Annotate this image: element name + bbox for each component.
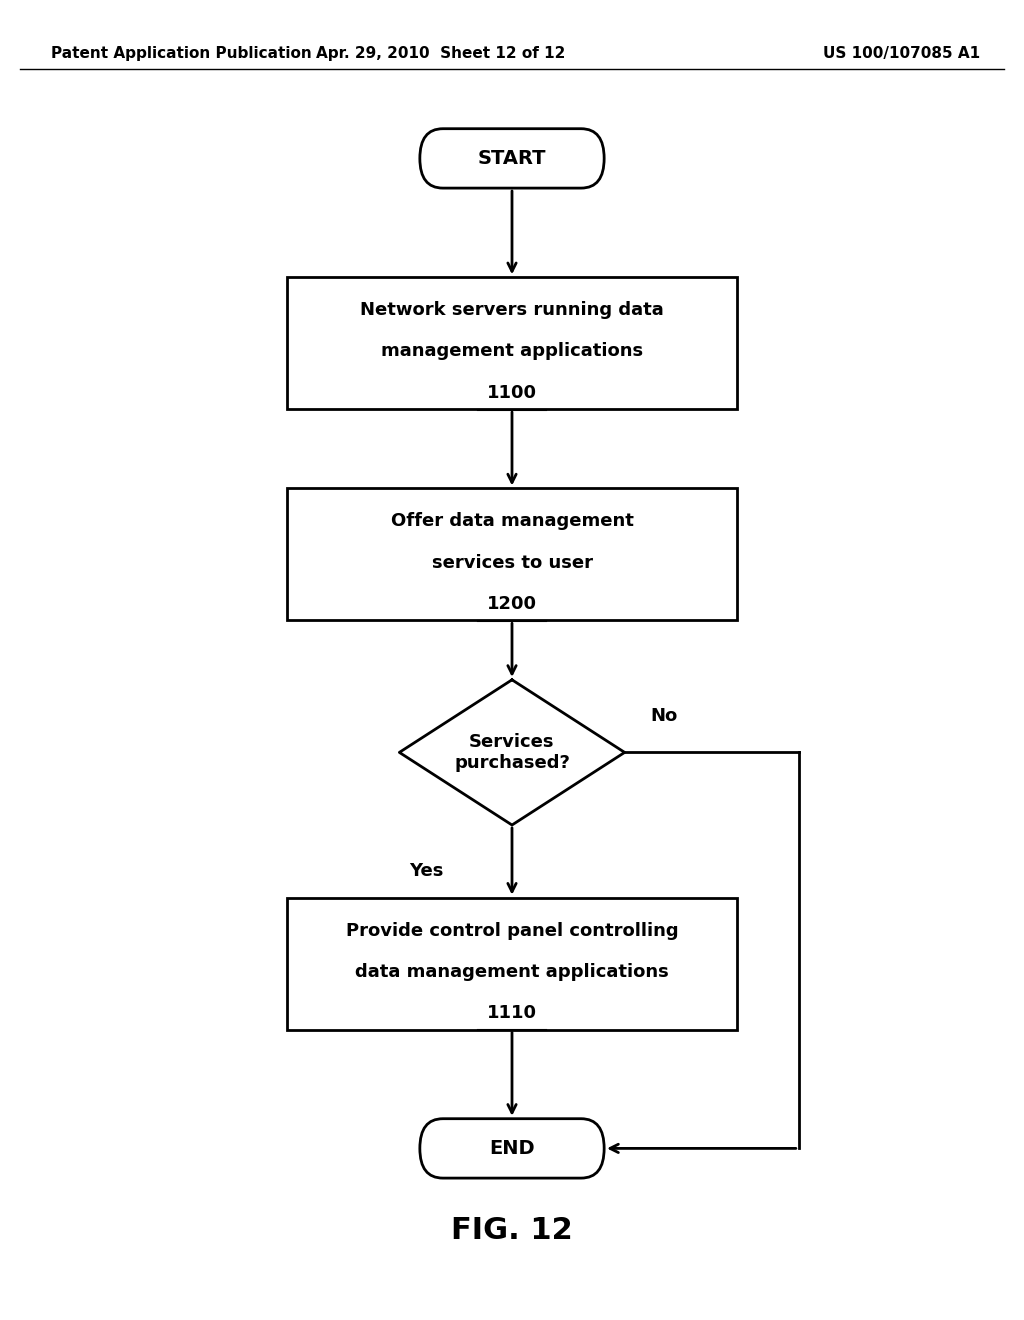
Text: management applications: management applications xyxy=(381,342,643,360)
Text: START: START xyxy=(478,149,546,168)
Text: Services
purchased?: Services purchased? xyxy=(454,733,570,772)
Polygon shape xyxy=(399,680,625,825)
Text: Provide control panel controlling: Provide control panel controlling xyxy=(346,921,678,940)
Text: END: END xyxy=(489,1139,535,1158)
FancyBboxPatch shape xyxy=(287,488,737,620)
Text: Patent Application Publication: Patent Application Publication xyxy=(51,46,312,61)
Text: No: No xyxy=(650,708,678,725)
Text: US 100/107085 A1: US 100/107085 A1 xyxy=(822,46,980,61)
FancyBboxPatch shape xyxy=(287,277,737,409)
FancyBboxPatch shape xyxy=(420,1118,604,1177)
Text: Yes: Yes xyxy=(410,862,444,880)
Text: 1200: 1200 xyxy=(487,595,537,612)
Text: Network servers running data: Network servers running data xyxy=(360,301,664,319)
Text: 1100: 1100 xyxy=(487,384,537,401)
Text: data management applications: data management applications xyxy=(355,962,669,981)
Text: 1110: 1110 xyxy=(487,1005,537,1022)
FancyBboxPatch shape xyxy=(420,128,604,187)
Text: FIG. 12: FIG. 12 xyxy=(452,1216,572,1245)
FancyBboxPatch shape xyxy=(287,898,737,1030)
Text: Apr. 29, 2010  Sheet 12 of 12: Apr. 29, 2010 Sheet 12 of 12 xyxy=(315,46,565,61)
Text: Offer data management: Offer data management xyxy=(390,512,634,531)
Text: services to user: services to user xyxy=(431,553,593,572)
